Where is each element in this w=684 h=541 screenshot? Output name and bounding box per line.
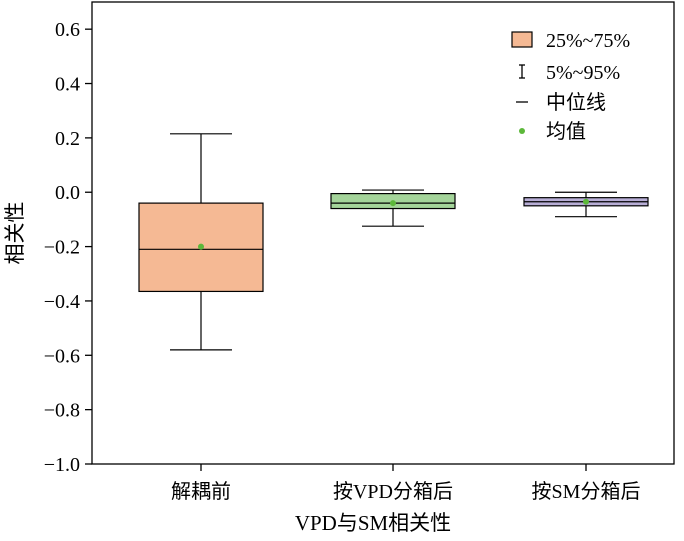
x-tick-label: 按SM分箱后 — [532, 480, 641, 503]
legend-label: 5%~95% — [546, 62, 620, 84]
x-tick-label: 解耦前 — [171, 480, 231, 503]
y-tick-label: −0.2 — [44, 237, 80, 259]
legend-item-box: 25%~75% — [511, 30, 630, 52]
mean-marker — [198, 243, 204, 250]
box-group — [138, 133, 264, 351]
plot-frame-layer — [91, 1, 675, 465]
box-group — [523, 191, 649, 218]
y-tick-label: −0.4 — [44, 291, 80, 313]
legend-swatch-mean — [519, 128, 525, 134]
y-tick-label: 0.4 — [55, 74, 80, 96]
y-tick-label: 0.2 — [55, 128, 80, 150]
plot-area-border — [91, 1, 675, 465]
y-axis-title: 相关性 — [3, 202, 27, 265]
mean-marker — [390, 200, 396, 207]
legend-item-median: 中位线 — [516, 91, 606, 114]
legend-swatch-box — [511, 31, 533, 48]
y-tick-label: −0.6 — [44, 345, 80, 367]
boxes-layer — [138, 133, 649, 351]
y-tick-label: −0.8 — [44, 400, 80, 422]
x-axis: 解耦前 按VPD分箱后 按SM分箱后 — [171, 464, 640, 503]
x-tick-label: 按VPD分箱后 — [333, 480, 453, 503]
y-tick-label: 0.6 — [55, 19, 80, 41]
legend-label: 均值 — [546, 120, 586, 143]
y-tick-label: −1.0 — [44, 454, 80, 476]
y-axis: 0.6 0.4 0.2 0.0 −0.2 −0.4 −0.6 −0.8 −1.0 — [44, 19, 92, 476]
legend-label: 中位线 — [546, 91, 606, 114]
mean-marker — [583, 198, 589, 205]
box-group — [330, 189, 456, 227]
legend-item-mean: 均值 — [519, 120, 586, 143]
legend-label: 25%~75% — [546, 30, 630, 52]
y-tick-label: 0.0 — [55, 182, 80, 204]
x-axis-title: VPD与SM相关性 — [295, 511, 451, 535]
legend-item-whisker: 5%~95% — [519, 62, 620, 84]
